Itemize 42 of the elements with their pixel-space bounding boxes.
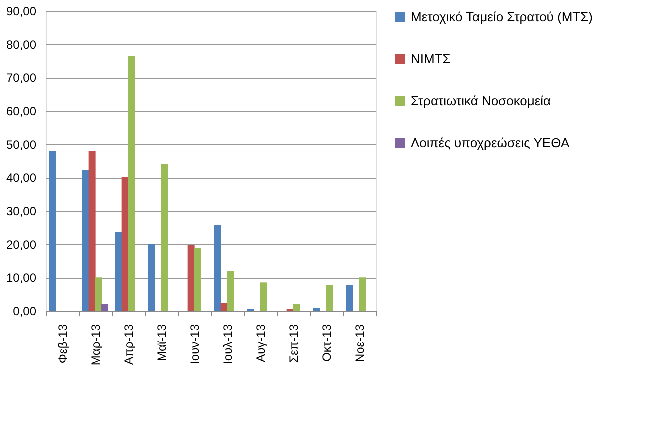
- bar: [359, 278, 366, 311]
- bar: [148, 244, 156, 311]
- legend-label: Λοιπές υποχρεώσεις ΥΕΘΑ: [411, 136, 570, 150]
- bar: [95, 278, 102, 311]
- y-tick-label: 30,00: [6, 204, 37, 218]
- y-tick-label: 0,00: [13, 304, 37, 318]
- legend-label: ΝΙΜΤΣ: [411, 52, 451, 66]
- bar: [102, 304, 109, 311]
- bar: [293, 304, 300, 311]
- x-tick-label: Νοε-13: [353, 324, 367, 363]
- bar: [88, 151, 96, 311]
- bar: [313, 308, 320, 311]
- x-tick-label: Αυγ-13: [254, 324, 268, 362]
- y-tick-label: 20,00: [6, 238, 37, 252]
- legend-label: Στρατιωτικά Νοσοκομεία: [411, 94, 552, 108]
- x-tick-label: Μαϊ-13: [155, 324, 169, 362]
- bar: [82, 170, 90, 311]
- bar: [346, 285, 354, 311]
- y-tick-label: 40,00: [6, 171, 37, 186]
- bar: [227, 271, 234, 311]
- y-tick-label: 60,00: [6, 104, 37, 118]
- x-tick-label: Απρ-13: [122, 324, 136, 365]
- x-tick-label: Ιουλ-13: [221, 324, 235, 364]
- x-tick-label: Σεπ-13: [287, 324, 301, 363]
- bar: [326, 285, 334, 311]
- bar: [214, 225, 222, 311]
- bar: [260, 282, 268, 311]
- legend-label: Μετοχικό Ταμείο Στρατού (ΜΤΣ): [411, 10, 593, 24]
- x-tick-label: Μαρ-13: [89, 324, 103, 366]
- bar: [194, 248, 202, 311]
- y-tick-label: 80,00: [6, 38, 37, 52]
- y-tick-label: 50,00: [6, 138, 37, 152]
- bar: [128, 56, 136, 311]
- y-tick-label: 10,00: [6, 271, 37, 286]
- y-tick-label: 70,00: [6, 71, 37, 86]
- bar: [161, 164, 168, 311]
- bar: [49, 151, 56, 311]
- x-tick-label: Ιουν-13: [188, 324, 202, 364]
- y-tick-label: 90,00: [6, 4, 37, 18]
- x-tick-label: Φεβ-13: [56, 324, 70, 364]
- bar: [115, 232, 122, 311]
- x-tick-label: Οκτ-13: [320, 324, 334, 362]
